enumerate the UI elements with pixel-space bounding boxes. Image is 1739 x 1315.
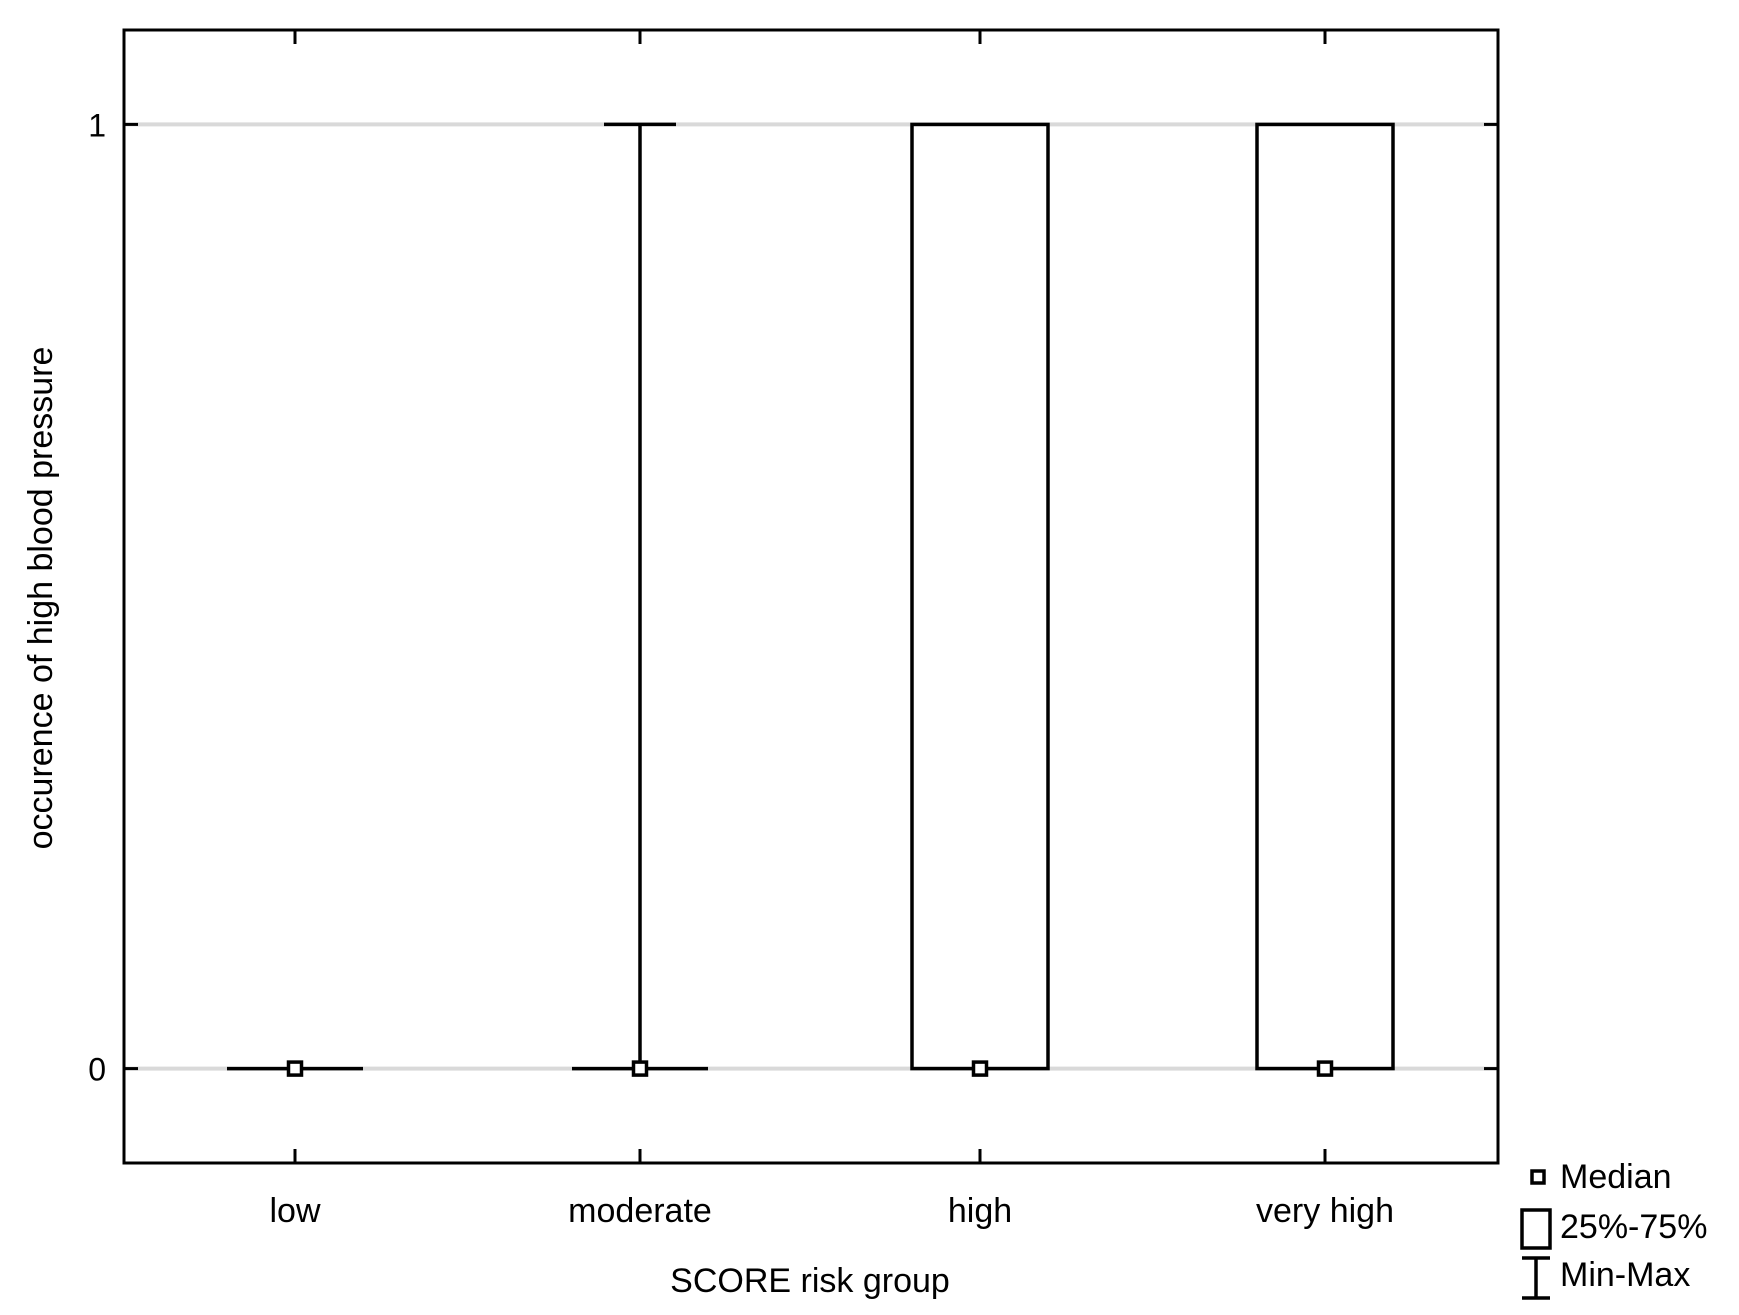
box-group (1255, 122, 1395, 1077)
median-marker (631, 1060, 649, 1077)
x-tick-label: high (948, 1192, 1012, 1230)
legend: Median 25%-75% Min-Max (1520, 1158, 1707, 1300)
x-tick-label: moderate (568, 1192, 712, 1230)
gridlines (124, 122, 1498, 1071)
legend-item: Min-Max (1522, 1256, 1690, 1300)
y-axis-label: occurence of high blood pressure (22, 347, 60, 850)
legend-median-icon (1530, 1169, 1546, 1185)
median-marker (1316, 1060, 1334, 1077)
iqr-box (910, 122, 1050, 1071)
x-tick-label: low (269, 1192, 320, 1230)
box-group (572, 122, 708, 1077)
median-marker (286, 1060, 304, 1077)
legend-label: Median (1560, 1158, 1672, 1196)
legend-label: Min-Max (1560, 1256, 1690, 1294)
boxes (227, 122, 1395, 1077)
x-tick-labels: low moderate high very high (269, 1192, 1394, 1230)
legend-item: 25%-75% (1520, 1208, 1707, 1250)
axis-ticks (124, 30, 1498, 1163)
box-group (910, 122, 1050, 1077)
box-group (227, 1060, 363, 1077)
iqr-box (1255, 122, 1395, 1071)
legend-item: Median (1530, 1158, 1672, 1196)
x-tick-label: very high (1256, 1192, 1394, 1230)
y-tick-label: 1 (88, 107, 106, 143)
y-tick-labels: 01 (88, 107, 106, 1087)
y-tick-label: 0 (88, 1052, 106, 1088)
x-axis-label: SCORE risk group (670, 1262, 950, 1300)
plot-frame (122, 28, 1500, 1165)
median-marker (971, 1060, 989, 1077)
legend-label: 25%-75% (1560, 1208, 1707, 1246)
legend-box-icon (1520, 1208, 1552, 1250)
